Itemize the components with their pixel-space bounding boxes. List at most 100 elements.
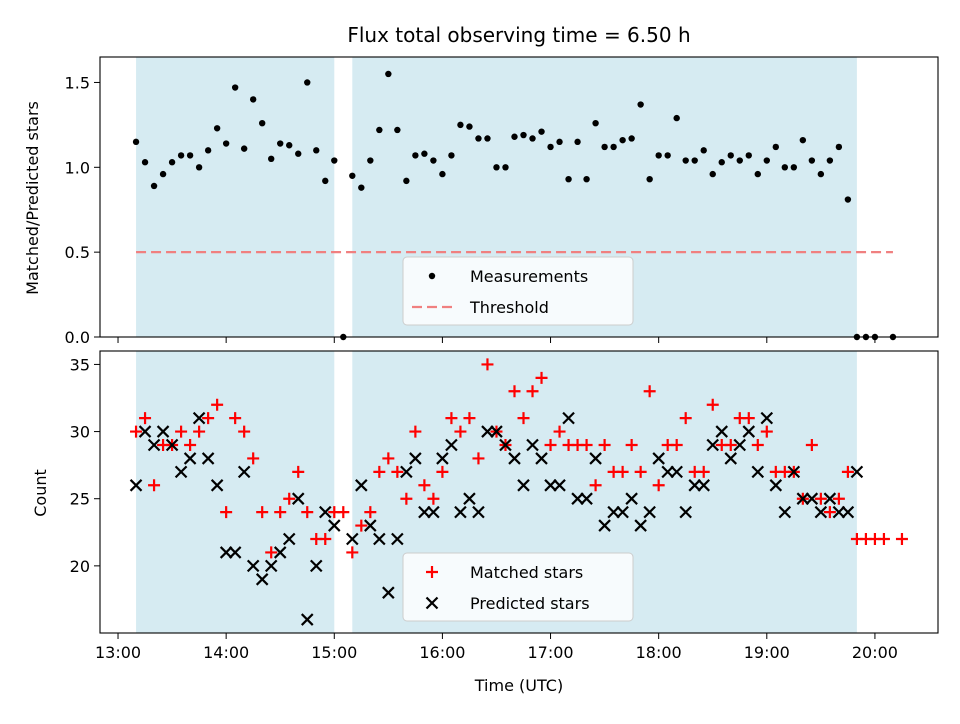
bottom-matched-stars-point <box>652 479 665 492</box>
x-tick-label: 19:00 <box>744 643 790 662</box>
bottom-predicted-stars-point <box>760 411 774 425</box>
bottom-matched-stars-point <box>184 439 197 451</box>
top-measurements-point <box>186 152 194 159</box>
top-measurements-point <box>601 143 608 151</box>
bottom-predicted-stars-point <box>769 479 783 492</box>
top-measurements-point <box>682 157 689 164</box>
bottom-matched-stars-point <box>877 533 890 545</box>
bottom-predicted-stars-point <box>742 425 756 438</box>
bottom-matched-stars-point <box>841 465 854 478</box>
bottom-predicted-stars-point <box>129 479 143 492</box>
bottom-predicted-stars-point <box>373 532 386 546</box>
top-measurements-point <box>286 142 293 149</box>
x-tick-label: 14:00 <box>203 643 249 662</box>
top-measurements-point <box>799 136 807 144</box>
bottom-predicted-stars-point <box>391 532 404 546</box>
top-measurements-point <box>141 159 149 166</box>
bottom-predicted-stars-point <box>436 452 449 465</box>
top-measurements-point <box>277 140 284 147</box>
top-measurements-point <box>258 119 266 127</box>
bottom-predicted-stars-point <box>715 425 729 438</box>
top-measurements-point <box>610 143 617 151</box>
top-legend-label-measurements: Measurements <box>470 267 588 286</box>
bottom-matched-stars-point <box>274 506 287 519</box>
bottom-matched-stars-point <box>418 479 431 492</box>
bottom-predicted-stars-point <box>138 425 152 438</box>
bottom-shaded-interval <box>136 351 335 633</box>
top-measurements-point <box>475 135 482 142</box>
bottom-legend-label-matched-stars: Matched stars <box>470 563 583 582</box>
top-measurements-point <box>826 157 834 164</box>
top-y-axis-label: Matched/Predicted stars <box>23 101 42 295</box>
bottom-matched-stars-point <box>454 425 467 438</box>
top-measurements-point <box>790 164 798 171</box>
bottom-matched-stars-point <box>130 425 143 438</box>
bottom-matched-stars-point <box>751 439 764 451</box>
top-measurements-point <box>168 159 176 166</box>
bottom-matched-stars-point <box>553 425 566 438</box>
bottom-matched-stars-point <box>238 425 251 438</box>
bottom-predicted-stars-point <box>490 425 503 438</box>
bottom-axes-frame <box>99 350 939 634</box>
top-measurements-point <box>628 135 635 142</box>
bottom-matched-stars-point <box>247 452 260 465</box>
top-measurements-point <box>808 157 816 164</box>
bottom-predicted-stars-point <box>328 519 341 532</box>
top-y-tick-label: 0.0 <box>65 328 90 347</box>
bottom-predicted-stars-point <box>535 452 548 465</box>
top-measurements-point <box>673 114 680 122</box>
bottom-matched-stars-point <box>391 465 404 478</box>
bottom-predicted-stars-point <box>219 546 233 559</box>
bottom-matched-stars-point <box>472 452 485 465</box>
bottom-predicted-stars-point <box>255 573 269 586</box>
top-y-tick-label: 0.5 <box>65 243 90 262</box>
bottom-predicted-stars-point <box>679 505 692 519</box>
bottom-predicted-stars-point <box>823 492 837 505</box>
bottom-legend-marker-matched-stars <box>426 566 438 578</box>
bottom-predicted-stars-point <box>778 505 792 519</box>
bottom-matched-stars-point <box>211 398 224 411</box>
bottom-predicted-stars-point <box>616 505 629 519</box>
bottom-matched-stars-point <box>283 492 296 505</box>
top-measurements-point <box>493 164 500 171</box>
top-measurements-point <box>367 157 374 164</box>
bottom-predicted-stars-point <box>165 438 179 452</box>
top-measurements-point <box>718 159 725 166</box>
bottom-predicted-stars-point <box>300 613 314 626</box>
bottom-matched-stars-point <box>337 506 350 519</box>
top-measurements-point <box>700 147 707 154</box>
top-measurements-point <box>403 177 410 185</box>
top-y-tick-label: 1.5 <box>65 73 90 92</box>
bottom-matched-stars-point <box>373 465 386 478</box>
bottom-matched-stars-point <box>544 439 557 451</box>
chart-title: Flux total observing time = 6.50 h <box>347 23 690 47</box>
bottom-predicted-stars-point <box>463 492 476 505</box>
bottom-matched-stars-point <box>382 452 395 465</box>
top-measurements-point <box>331 157 338 164</box>
bottom-predicted-stars-point <box>580 492 593 505</box>
bottom-predicted-stars-point <box>201 452 215 465</box>
bottom-matched-stars-point <box>895 533 908 545</box>
bottom-predicted-stars-point <box>454 505 467 519</box>
bottom-matched-stars-point <box>256 506 269 519</box>
top-measurements-point <box>159 170 167 178</box>
bottom-matched-stars-point <box>193 425 206 438</box>
bottom-predicted-stars-point <box>282 532 296 546</box>
bottom-predicted-stars-point <box>751 465 765 479</box>
bottom-predicted-stars-point <box>273 546 287 559</box>
top-measurements-point <box>358 184 365 191</box>
top-measurements-point <box>619 136 626 144</box>
top-measurements-point <box>439 170 446 178</box>
bottom-predicted-stars-point <box>841 505 855 519</box>
top-measurements-point <box>448 152 455 159</box>
top-measurements-point <box>349 172 356 179</box>
bottom-matched-stars-point <box>364 506 377 519</box>
bottom-matched-stars-point <box>670 439 683 451</box>
top-measurements-point <box>412 152 419 159</box>
top-measurements-point <box>844 196 852 203</box>
bottom-matched-stars-point <box>346 546 359 559</box>
bottom-matched-stars-point <box>706 398 719 411</box>
bottom-matched-stars-point <box>517 412 530 425</box>
bottom-legend-marker-predicted-stars <box>425 596 439 610</box>
